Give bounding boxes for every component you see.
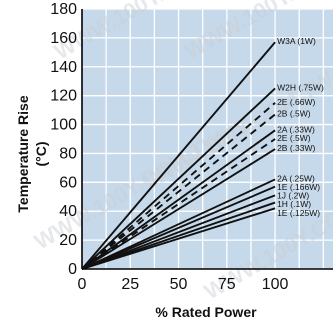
y-tick-label-0: 0: [68, 261, 77, 278]
series-line-1: [81, 41, 276, 270]
x-tick-label-0: 0: [78, 276, 87, 293]
y-tick-label-160: 160: [50, 30, 77, 47]
series-line-10: [81, 194, 276, 270]
series-line-2: [81, 87, 276, 270]
y-tick-label-120: 120: [50, 88, 77, 105]
grid: [82, 8, 333, 269]
series-label-4: 2B (.5W): [277, 108, 311, 118]
axes: [81, 9, 333, 270]
series-label-2: W2H (.75W): [277, 82, 324, 92]
series-line-6: [81, 138, 276, 270]
x-tick-label-75: 75: [218, 276, 236, 293]
y-tick-label-80: 80: [59, 145, 77, 162]
series-label-11: 1H (.1W): [277, 199, 311, 209]
x-tick-label-50: 50: [170, 276, 188, 293]
y-tick-label-100: 100: [50, 117, 77, 134]
series-label-9: 1E (.166W): [277, 182, 320, 192]
y-tick-label-180: 180: [50, 1, 77, 18]
y-axis-title-line-1: Temperature Rise: [15, 95, 31, 212]
series-label-3: 2E (.66W): [277, 97, 315, 107]
y-tick-label-20: 20: [59, 232, 77, 249]
series-line-8: [81, 178, 276, 270]
series-line-5: [81, 129, 276, 270]
y-tick-label-40: 40: [59, 203, 77, 220]
series-line-4: [81, 113, 276, 270]
series-label-10: 1J (.2W): [277, 191, 309, 201]
tick-labels: 0 20 40 60 80 100 120 140 160 180 0 25 50 75 100: [50, 1, 288, 293]
series-labels: W3A (1W) W2H (.75W) 2E (.66W)2B (.5W) 2A (.…: [277, 36, 324, 218]
series-line-3: [81, 102, 276, 270]
x-tick-label-100: 100: [262, 276, 289, 293]
series-label-5: 2A (.33W): [277, 124, 315, 134]
x-tick-label-25: 25: [121, 276, 139, 293]
y-tick-label-60: 60: [59, 174, 77, 191]
series-label-7: 2B (.33W): [277, 143, 315, 153]
y-axis-title-line-2: (°C): [33, 141, 49, 166]
y-tick-label-140: 140: [50, 59, 77, 76]
series-line-7: [81, 148, 276, 270]
series-label-12: 1E (.125W): [277, 208, 320, 218]
series-label-8: 2A (.25W): [277, 173, 315, 183]
series-line-12: [81, 207, 276, 270]
y-axis-title: Temperature Rise (°C): [15, 95, 49, 212]
series-label-6: 2E (.5W): [277, 133, 311, 143]
x-axis-title: % Rated Power: [155, 304, 257, 320]
series-lines: [81, 41, 276, 270]
series-line-9: [81, 185, 276, 270]
series-label-1: W3A (1W): [277, 36, 316, 46]
